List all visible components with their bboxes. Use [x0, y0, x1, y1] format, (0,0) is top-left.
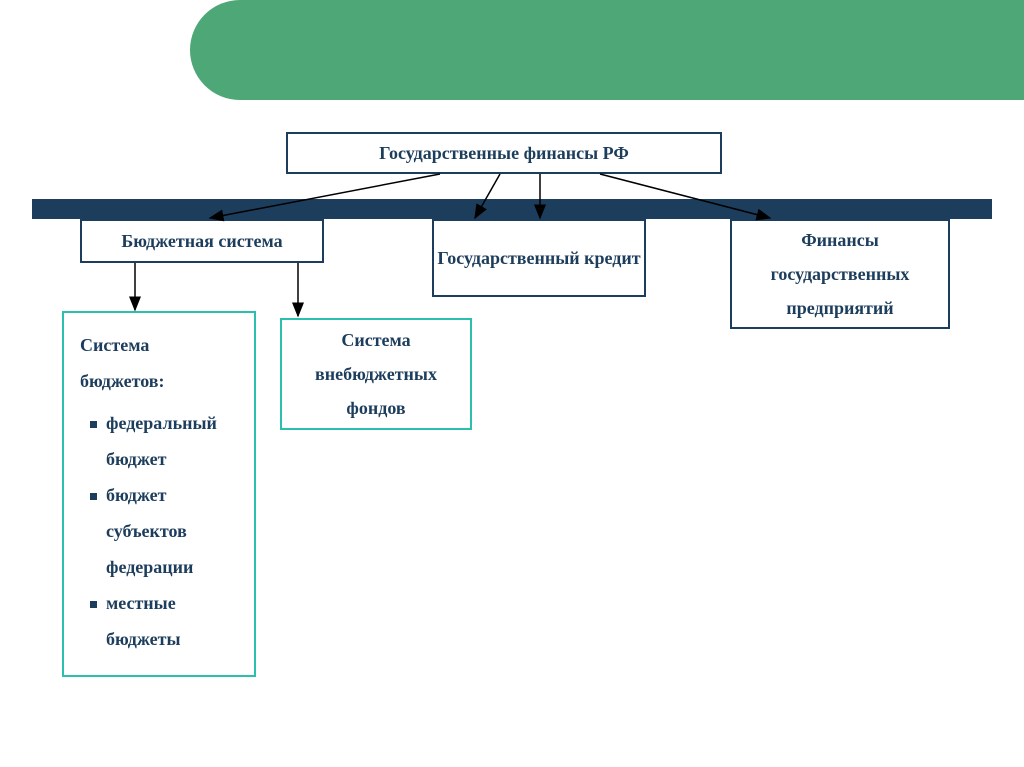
list-item: федеральный бюджет: [80, 405, 238, 477]
list-item: местные бюджеты: [80, 585, 238, 657]
horizontal-bar: [32, 199, 992, 219]
node-budgets-list: Система бюджетов: федеральный бюджет бюд…: [62, 311, 256, 677]
node-enterprise-finance-l2: государственных: [771, 257, 910, 291]
node-extrabudget-funds: Система внебюджетных фондов: [280, 318, 472, 430]
root-node: Государственные финансы РФ: [286, 132, 722, 174]
node-budget-system: Бюджетная система: [80, 219, 324, 263]
budgets-title: Система бюджетов:: [80, 327, 238, 399]
funds-l1: Система: [341, 323, 410, 357]
node-budget-system-label: Бюджетная система: [121, 224, 282, 258]
funds-l2: внебюджетных: [315, 357, 437, 391]
background-accent: [190, 0, 1024, 100]
list-item: бюджет субъектов федерации: [80, 477, 238, 585]
root-node-label: Государственные финансы РФ: [379, 136, 629, 170]
funds-l3: фондов: [346, 391, 405, 425]
node-enterprise-finance-l1: Финансы: [801, 223, 879, 257]
node-enterprise-finance-l3: предприятий: [786, 291, 893, 325]
node-state-credit: Государственный кредит: [432, 219, 646, 297]
budgets-items: федеральный бюджет бюджет субъектов феде…: [80, 405, 238, 657]
node-state-credit-label-l1: Государственный кредит: [437, 241, 640, 275]
node-enterprise-finance: Финансы государственных предприятий: [730, 219, 950, 329]
